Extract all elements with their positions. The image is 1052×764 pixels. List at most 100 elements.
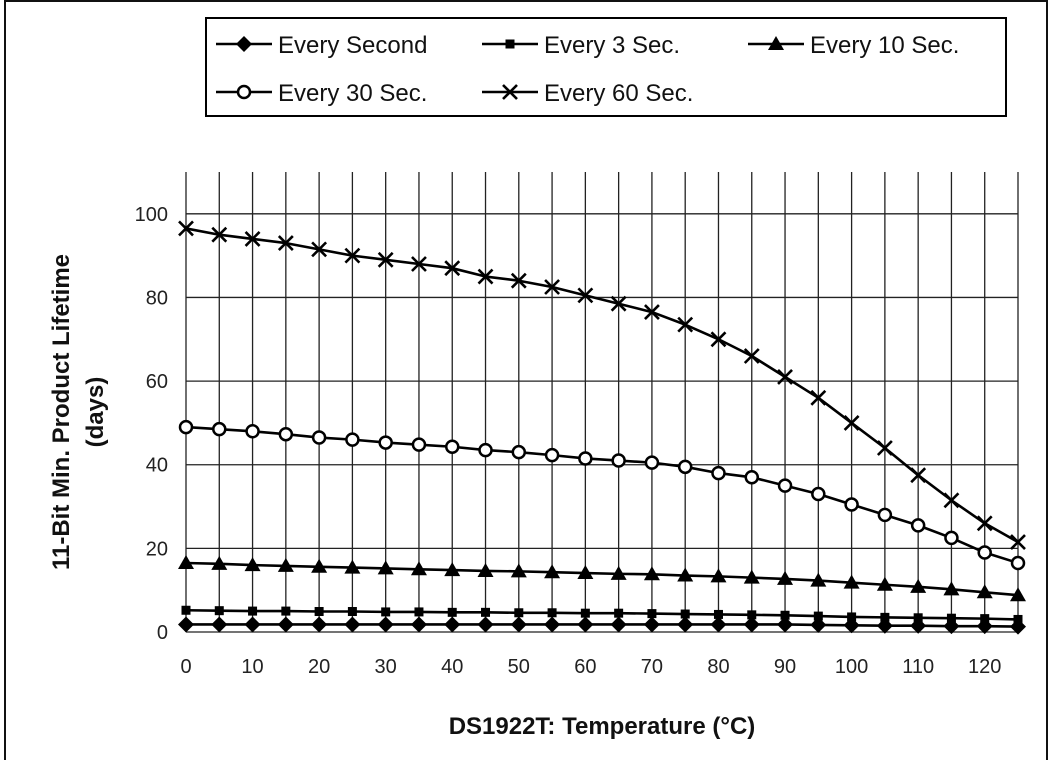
data-point [444,562,461,577]
data-point [277,616,294,633]
legend-marker [236,36,252,52]
data-point [345,432,360,447]
data-point [713,609,723,619]
data-point [378,435,393,450]
data-point [747,610,757,620]
series-line [185,227,1019,544]
y-axis-title: 11-Bit Min. Product Lifetime [48,254,75,570]
series-line [185,425,1019,565]
data-point [644,455,660,470]
data-point [877,507,893,523]
legend-label: Every 30 Sec. [278,80,427,107]
y-tick-label: 80 [146,287,168,309]
data-point [677,459,693,475]
x-tick-label: 90 [774,656,796,678]
x-tick-label: 100 [835,656,868,678]
data-point [1010,587,1026,602]
data-point [644,304,660,321]
data-point [347,607,357,617]
data-point [544,447,560,463]
data-point [677,316,694,333]
x-tick-label: 0 [180,656,191,678]
data-point [244,557,261,572]
data-point [178,616,194,633]
data-point [477,268,494,285]
y-axis-subtitle: (days) [82,377,109,448]
x-tick-label: 80 [707,656,729,678]
x-tick-label: 30 [375,656,397,678]
data-point [444,439,460,454]
data-point [611,453,626,468]
data-point [244,230,261,247]
data-point [677,616,694,633]
data-point [377,616,394,633]
legend-box [205,17,1007,117]
data-point [811,486,826,502]
legend-item: Every 10 Sec. [748,32,959,59]
data-point [910,578,927,593]
data-point [744,470,760,485]
data-point [311,616,328,633]
x-tick-label: 70 [641,656,663,678]
data-point [943,581,960,596]
data-point [181,605,191,615]
x-tick-label: 110 [902,656,934,678]
data-point [381,607,391,617]
x-tick-label: 120 [968,656,1001,678]
data-point [677,567,694,582]
data-point [910,518,926,533]
y-tick-label: 20 [146,538,168,560]
data-point [1010,534,1026,551]
data-point [311,558,328,573]
data-point [547,608,557,618]
data-point [810,572,827,587]
data-point [1013,614,1023,624]
data-point [643,616,660,633]
data-point [580,608,590,618]
data-point [511,444,527,460]
data-point [777,368,793,385]
data-point [976,515,993,532]
data-point [743,569,760,584]
data-point [344,559,361,574]
data-point [980,614,990,624]
data-point [710,331,727,348]
legend-label: Every 3 Sec. [544,32,680,59]
data-point [377,251,394,268]
data-point [178,419,194,435]
data-point [244,616,261,633]
y-tick-label: 100 [135,204,168,226]
data-point [577,565,594,580]
data-point [277,557,294,572]
data-point [810,389,827,406]
data-point [780,610,790,620]
data-point [577,616,594,633]
data-point [743,348,760,364]
data-point [444,616,461,633]
data-point [847,612,857,622]
data-point [411,256,427,272]
data-point [245,424,260,439]
data-point [214,606,224,616]
legend-label: Every 10 Sec. [810,32,959,59]
legend-item: Every 3 Sec. [482,32,680,59]
series-every-30-sec [178,419,1026,571]
data-point [943,492,960,509]
legend-item: Every 60 Sec. [482,80,693,107]
data-point [514,608,524,618]
data-point [278,426,294,442]
x-axis-title: DS1922T: Temperature (°C) [449,713,756,740]
grid [185,172,1019,633]
x-tick-label: 40 [441,656,463,678]
data-point [910,467,927,484]
data-point [212,421,227,437]
data-point [610,295,627,312]
data-point [577,287,594,304]
data-point [510,272,527,289]
data-point [478,442,493,458]
x-tick-label: 20 [308,656,330,678]
data-point [211,616,228,633]
legend-item: Every 30 Sec. [216,80,427,107]
series-line [186,623,1019,628]
